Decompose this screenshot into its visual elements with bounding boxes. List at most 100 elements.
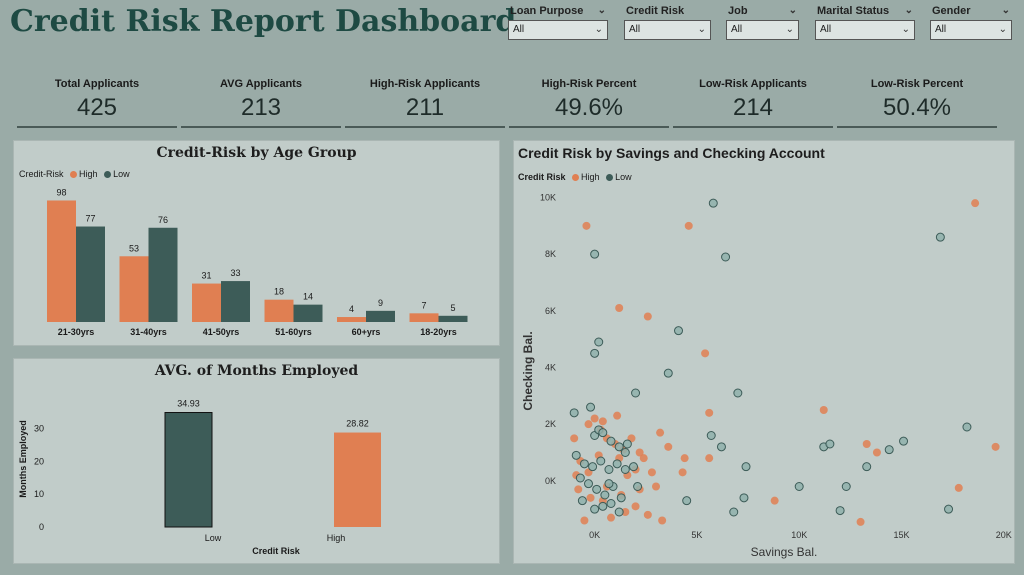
chevron-down-icon[interactable]: ⌄	[788, 5, 797, 16]
scatter-point-high	[680, 454, 689, 463]
kpi-value: 211	[405, 94, 445, 121]
chevron-down-icon[interactable]: ⌄	[904, 5, 913, 16]
scatter-point-high	[954, 483, 963, 492]
scatter-point-low	[571, 450, 581, 460]
bar-high-21-30yrs	[47, 200, 76, 322]
slicer-dropdown[interactable]: All ⌄	[930, 20, 1012, 40]
x-tick-label: High	[327, 533, 346, 543]
chevron-down-icon[interactable]: ⌄	[1001, 5, 1010, 16]
scatter-point-low	[596, 456, 606, 466]
bar-high	[334, 432, 381, 527]
scatter-point-low	[944, 504, 954, 514]
slicer-job[interactable]: Job ⌄ All ⌄	[726, 2, 799, 44]
scatter-point-high	[678, 468, 687, 477]
x-tick-label: 5K	[691, 530, 702, 540]
data-label: 18	[274, 287, 284, 297]
scatter-point-high	[639, 454, 648, 463]
kpi-value: 49.6%	[554, 94, 624, 121]
dashboard-title: Credit Risk Report Dashboard	[10, 4, 517, 39]
scatter-point-low	[614, 507, 624, 517]
data-label: 77	[85, 214, 95, 224]
legend-high-label: High	[581, 172, 600, 182]
slicer-marital-status[interactable]: Marital Status ⌄ All ⌄	[815, 2, 915, 44]
slicer-value: All	[731, 24, 743, 35]
kpi-total-applicants: Total Applicants 425	[17, 76, 177, 128]
data-label: 76	[158, 215, 168, 225]
scatter-point-high	[658, 516, 667, 525]
x-tick-label: 31-40yrs	[130, 327, 167, 337]
bar-high-18-20yrs	[409, 313, 439, 322]
kpi-avg-applicants: AVG Applicants 213	[181, 76, 341, 128]
scatter-point-low	[741, 462, 751, 472]
scatter-point-low	[739, 493, 749, 503]
scatter-point-low	[962, 422, 972, 432]
scatter-point-low	[577, 496, 587, 506]
scatter-point-low	[706, 431, 716, 440]
kpi-value: 214	[732, 94, 774, 121]
bar-low-18-20yrs	[438, 315, 468, 322]
kpi-label: Low-Risk Applicants	[699, 78, 807, 90]
slicer-dropdown[interactable]: All ⌄	[624, 20, 711, 40]
scatter-point-low	[631, 388, 641, 398]
y-tick-label: 6K	[545, 306, 556, 316]
data-label: 5	[450, 303, 455, 313]
scatter-point-low	[825, 439, 835, 449]
scatter-point-low	[721, 252, 731, 262]
slicer-gender[interactable]: Gender ⌄ All ⌄	[930, 2, 1012, 44]
scatter-point-low	[862, 462, 872, 472]
months-employed-chart-panel: AVG. of Months Employed 0 10 20 30 34.93 Low 2…	[13, 358, 500, 564]
slicer-credit-risk[interactable]: Credit Risk All ⌄	[624, 2, 711, 44]
scatter-point-high	[705, 408, 714, 417]
legend-high-label: High	[79, 169, 98, 179]
slicer-dropdown[interactable]: All ⌄	[726, 20, 799, 40]
age-group-chart-panel: Credit-Risk by Age Group Credit-Risk Hig…	[13, 140, 500, 346]
kpi-high-risk-applicants: High-Risk Applicants 211	[345, 76, 505, 128]
scatter-point-low	[708, 198, 718, 208]
scatter-point-high	[971, 199, 980, 208]
months-employed-bar-chart: 0 10 20 30 34.93 Low 28.82 High Credit Risk Month…	[18, 399, 381, 556]
slicer-dropdown[interactable]: All ⌄	[815, 20, 915, 40]
chart-title: AVG. of Months Employed	[154, 363, 359, 379]
x-axis-title: Credit Risk	[252, 546, 301, 556]
scatter-point-low	[575, 473, 585, 483]
chart-title: Credit Risk by Savings and Checking Acco…	[518, 145, 825, 161]
chevron-down-icon[interactable]: ⌄	[597, 5, 606, 16]
age-group-bar-chart: 98 77 21-30yrs 53 76 31-40yrs 31 33 41-50yrs 18 14…	[47, 187, 468, 337]
scatter-point-low	[835, 506, 845, 516]
y-tick-label: 10	[34, 489, 44, 499]
y-tick-label: 10K	[540, 193, 556, 203]
scatter-point-high	[598, 417, 607, 426]
bar-high-41-50yrs	[192, 283, 221, 322]
data-label: 28.82	[346, 419, 369, 429]
y-tick-label: 30	[34, 424, 44, 434]
dropdown-arrow-icon: ⌄	[901, 24, 910, 35]
chart-legend: Credit Risk High Low	[518, 172, 632, 182]
slicer-dropdown[interactable]: All ⌄	[508, 20, 608, 40]
bar-low-31-40yrs	[148, 227, 178, 322]
x-tick-label: 18-20yrs	[420, 327, 457, 337]
scatter-point-low	[590, 504, 600, 514]
data-label: 9	[378, 298, 383, 308]
savings-checking-scatter-panel: Credit Risk by Savings and Checking Acco…	[513, 140, 1015, 564]
slicer-loan-purpose[interactable]: Loan Purpose ⌄ All ⌄	[508, 2, 608, 44]
scatter-point-low	[590, 348, 600, 358]
chart-title: Credit-Risk by Age Group	[156, 145, 357, 161]
scatter-point-low	[606, 499, 616, 508]
scatter-point-high	[647, 468, 656, 477]
kpi-label: Total Applicants	[54, 78, 140, 90]
scatter-point-low	[629, 462, 639, 472]
dropdown-arrow-icon: ⌄	[785, 24, 794, 35]
scatter-point-high	[613, 411, 622, 420]
bar-high-51-60yrs	[264, 299, 294, 322]
scatter-point-high	[856, 517, 865, 526]
scatter-point-low	[663, 368, 673, 378]
slicer-value: All	[513, 24, 525, 35]
slicer-value: All	[935, 24, 947, 35]
scatter-point-low	[674, 326, 684, 336]
x-tick-label: 15K	[893, 530, 909, 540]
y-tick-label: 0	[39, 522, 44, 532]
kpi-label: AVG Applicants	[220, 78, 302, 90]
scatter-point-high	[574, 485, 583, 494]
scatter-point-low	[598, 501, 608, 511]
scatter-point-low	[569, 408, 579, 418]
